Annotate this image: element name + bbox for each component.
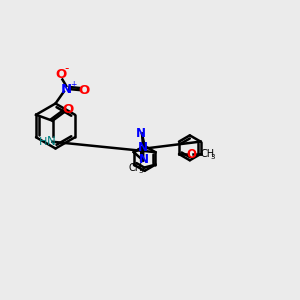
Text: O: O — [55, 68, 67, 81]
Text: CH: CH — [128, 163, 143, 172]
Text: O: O — [187, 148, 196, 160]
Text: -: - — [64, 62, 68, 75]
Text: N: N — [138, 141, 148, 154]
Text: N: N — [61, 82, 72, 96]
Text: O: O — [62, 103, 73, 116]
Text: 3: 3 — [139, 168, 143, 174]
Text: CH: CH — [200, 149, 214, 159]
Text: N: N — [136, 127, 146, 140]
Text: 3: 3 — [211, 154, 215, 160]
Text: O: O — [79, 83, 90, 97]
Text: H: H — [39, 137, 47, 147]
Text: N: N — [46, 135, 56, 148]
Text: N: N — [139, 153, 149, 167]
Text: +: + — [70, 80, 76, 89]
